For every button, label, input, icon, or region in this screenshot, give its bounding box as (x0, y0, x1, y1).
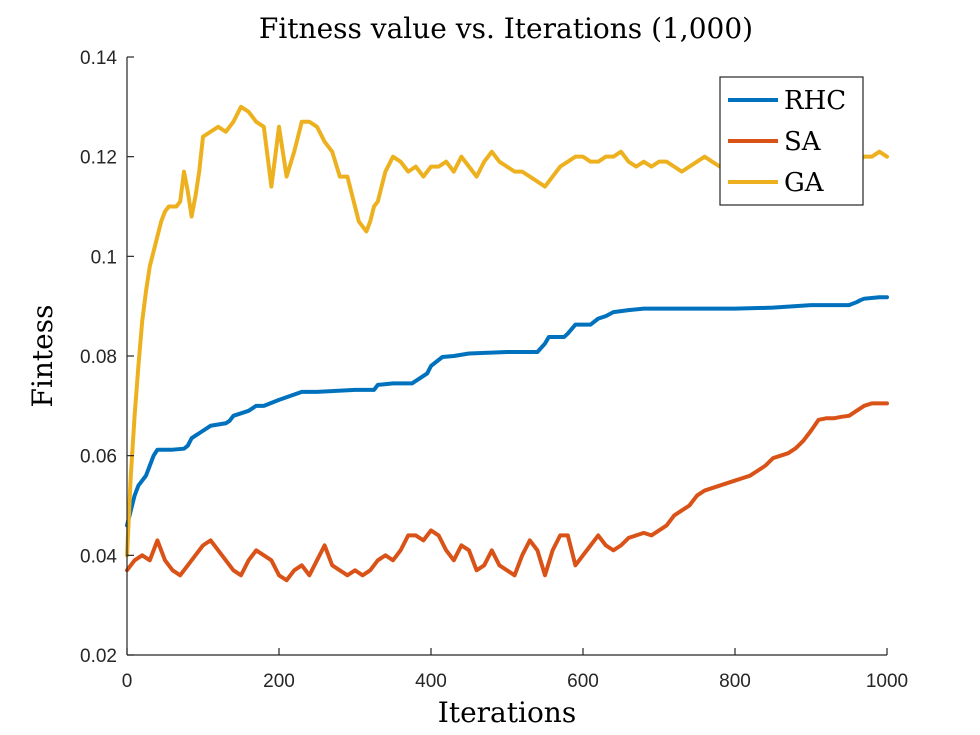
x-tick-label: 0 (122, 671, 133, 692)
y-tick-label: 0.14 (80, 48, 117, 69)
x-tick-label: 200 (263, 671, 295, 692)
y-tick-label: 0.12 (80, 148, 117, 169)
x-tick-label: 600 (567, 671, 599, 692)
legend: RHC SA GA (719, 76, 864, 206)
y-axis-label: Fintess (26, 305, 59, 408)
y-tick-label: 0.08 (80, 347, 117, 368)
x-tick-label: 1000 (866, 671, 908, 692)
legend-items: RHC SA GA (728, 86, 846, 198)
x-ticks: 0 200 400 600 800 1000 (122, 648, 908, 692)
x-axis-label: Iterations (438, 696, 576, 729)
y-tick-label: 0.1 (91, 247, 117, 268)
y-ticks: 0.02 0.04 0.06 0.08 0.1 0.12 0.14 (80, 48, 134, 667)
legend-label-rhc: RHC (784, 86, 846, 116)
series-line-sa (125, 401, 889, 583)
series-line-rhc (125, 295, 889, 528)
y-tick-label: 0.06 (80, 447, 117, 468)
chart-title: Fitness value vs. Iterations (1,000) (259, 12, 753, 45)
legend-label-ga: GA (784, 168, 825, 198)
x-tick-label: 400 (415, 671, 447, 692)
x-tick-label: 800 (719, 671, 751, 692)
y-tick-label: 0.02 (80, 646, 117, 667)
legend-label-sa: SA (784, 127, 822, 157)
y-tick-label: 0.04 (80, 546, 117, 567)
